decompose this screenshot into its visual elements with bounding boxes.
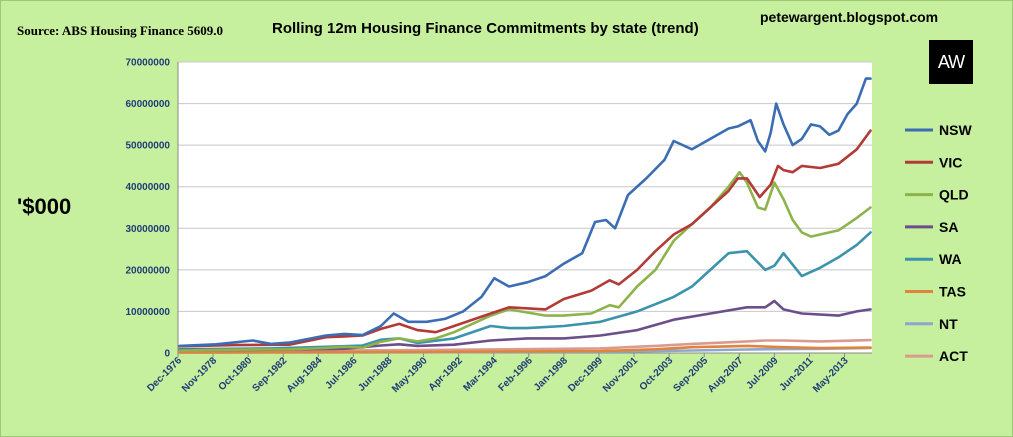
x-tick-label: Jul-1986 — [323, 355, 359, 391]
x-tick-labels: Dec-1976Nov-1978Oct-1980Sep-1982Aug-1984… — [145, 355, 851, 395]
series-line-vic — [178, 129, 872, 348]
legend-label-tas: TAS — [939, 284, 966, 300]
series-line-tas — [178, 344, 872, 354]
legend-label-wa: WA — [939, 251, 962, 267]
x-tick-label: Oct-1980 — [217, 355, 255, 393]
y-axis-label: '$000 — [17, 194, 72, 219]
series-line-nsw — [178, 77, 872, 348]
series-line-wa — [178, 231, 872, 351]
y-tick-labels: 0 10000000 20000000 30000000 40000000 5000000… — [126, 58, 171, 360]
x-tick-label: Aug-2007 — [706, 355, 746, 395]
legend-label-vic: VIC — [939, 154, 962, 170]
legend-label-act: ACT — [939, 348, 968, 364]
series-line-qld — [178, 170, 872, 352]
chart-title: Rolling 12m Housing Finance Commitments … — [272, 20, 699, 37]
x-tick-label: May-1990 — [390, 355, 430, 395]
x-tick-label: Jul-2009 — [744, 355, 780, 391]
x-tick-label: Jan-1998 — [532, 355, 570, 393]
legend-label-sa: SA — [939, 219, 958, 235]
series-line-sa — [178, 299, 872, 352]
x-tick-label: Dec-1976 — [145, 355, 184, 394]
legend: NSW VIC QLD SA WA TAS NT ACT — [905, 122, 972, 364]
x-tick-label: Feb-1996 — [496, 355, 535, 394]
x-tick-label: Nov-1978 — [180, 355, 220, 395]
legend-label-qld: QLD — [939, 187, 969, 203]
source-note: Source: ABS Housing Finance 5609.0 — [17, 23, 223, 38]
x-tick-label: Apr-1992 — [427, 355, 465, 393]
x-tick-label: Oct-2003 — [638, 355, 676, 393]
x-tick-label: Sep-2005 — [672, 355, 711, 394]
x-tick-label: Sep-1982 — [251, 355, 290, 394]
y-tick-label: 20000000 — [126, 265, 171, 276]
legend-label-nsw: NSW — [939, 122, 972, 138]
x-tick-label: Dec-1999 — [566, 355, 605, 394]
y-tick-label: 40000000 — [126, 182, 171, 193]
aw-logo: AW — [929, 40, 973, 84]
series-line-act — [178, 338, 872, 354]
y-tick-label: 50000000 — [126, 141, 171, 152]
x-tick-label: Nov-2001 — [601, 355, 641, 395]
legend-label-nt: NT — [939, 316, 958, 332]
blog-url: petewargent.blogspot.com — [760, 9, 939, 25]
x-tick-label: Jun-1988 — [356, 355, 395, 394]
y-tick-label: 0 — [164, 349, 170, 360]
y-tick-label: 30000000 — [126, 224, 171, 235]
gridlines — [178, 61, 872, 354]
plot-area — [178, 62, 872, 353]
y-tick-label: 60000000 — [126, 99, 171, 110]
series-lines — [178, 77, 872, 354]
x-tick-label: May-2013 — [811, 355, 851, 395]
y-tick-label: 70000000 — [126, 58, 171, 69]
y-tick-label: 10000000 — [126, 307, 171, 318]
x-tick-label: Aug-1984 — [285, 355, 325, 395]
x-tick-label: Mar-1994 — [461, 355, 500, 394]
